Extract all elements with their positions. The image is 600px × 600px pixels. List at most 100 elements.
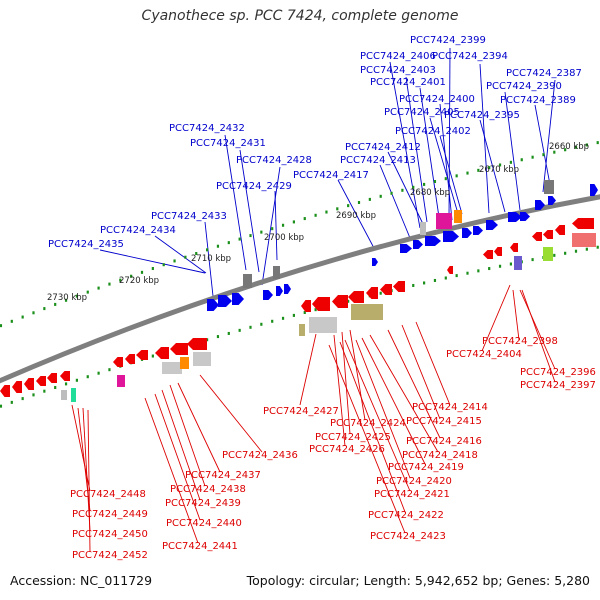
gene-label: PCC7424_2416 [406, 436, 482, 447]
forward-gene-arrow [400, 244, 412, 253]
gene-label: PCC7424_2414 [412, 402, 488, 413]
label-leader-line [504, 91, 521, 211]
reverse-gene-arrow [170, 343, 188, 355]
label-leader-line [169, 384, 206, 487]
label-leader-line [349, 329, 366, 421]
gene-label: PCC7424_2394 [432, 51, 508, 62]
gene-box-purple [514, 256, 522, 270]
gene-label: PCC7424_2434 [100, 225, 176, 236]
tick-mark [390, 191, 393, 195]
gene-label: PCC7424_2441 [162, 541, 238, 552]
tick-mark [75, 294, 78, 298]
kbp-label: 2670 kbp [479, 165, 519, 175]
gene-label: PCC7424_2439 [165, 498, 241, 509]
gene-label: PCC7424_2433 [151, 211, 227, 222]
label-leader-line [387, 329, 441, 439]
label-leader-line [389, 61, 421, 229]
label-lines [71, 47, 556, 553]
gene-box-dark [273, 266, 280, 279]
label-leader-line [415, 321, 451, 406]
label-leader-line [87, 409, 91, 553]
gene-label: PCC7424_2423 [370, 531, 446, 542]
gene-label: PCC7424_2429 [216, 181, 292, 192]
gene-box-grey [162, 362, 182, 374]
tick-mark [347, 299, 350, 303]
label-leader-line [479, 63, 490, 214]
label-leader-line [534, 104, 552, 191]
tick-mark [314, 308, 317, 312]
tick-mark [216, 335, 220, 339]
gene-label: PCC7424_2448 [70, 489, 146, 500]
forward-gene-arrow [473, 226, 483, 235]
gene-label: PCC7424_2440 [166, 518, 242, 529]
tick-mark [292, 313, 295, 317]
gene-label: PCC7424_2426 [309, 444, 385, 455]
reverse-gene-arrow [572, 218, 594, 229]
gene-box-teal [71, 388, 76, 402]
tick-mark [227, 241, 230, 245]
kbp-label: 2660 kbp [549, 142, 589, 152]
reverse-gene-arrow [155, 347, 169, 359]
label-leader-line [341, 331, 351, 435]
gene-label: PCC7424_2395 [444, 110, 520, 121]
tick-mark [542, 153, 545, 157]
label-leader-line [521, 289, 556, 383]
gene-label: PCC7424_2399 [410, 35, 486, 46]
gene-label: PCC7424_2403 [360, 65, 436, 76]
label-leader-line [199, 374, 263, 453]
tick-mark [108, 282, 111, 286]
tick-mark [54, 386, 57, 390]
label-leader-line [387, 151, 425, 227]
tick-mark [271, 227, 274, 231]
label-leader-line [429, 117, 460, 218]
reverse-gene-arrow [483, 250, 493, 259]
gene-label: PCC7424_2424 [330, 418, 406, 429]
tick-mark [184, 255, 187, 259]
gene-label: PCC7424_2413 [340, 155, 416, 166]
gene-label: PCC7424_2401 [370, 77, 446, 88]
reverse-gene-arrow [47, 373, 57, 383]
reverse-gene-arrow [0, 385, 10, 397]
tick-mark [347, 204, 350, 208]
tick-mark [0, 404, 3, 408]
tick-mark [173, 259, 176, 263]
tick-mark [0, 324, 3, 328]
tick-mark [97, 371, 100, 375]
forward-gene-arrow [548, 196, 556, 205]
label-leader-line [405, 76, 428, 223]
label-leader-line [224, 134, 247, 271]
gene-box-grey [309, 317, 337, 333]
forward-gene-arrow [425, 236, 441, 246]
reverse-gene-arrow [332, 295, 348, 308]
gene-label: PCC7424_2402 [395, 126, 471, 137]
forward-gene-arrow [443, 231, 459, 242]
reverse-gene-arrow [24, 378, 34, 390]
gene-label: PCC7424_2452 [72, 550, 148, 561]
kbp-label: 2700 kbp [264, 233, 304, 243]
genome-summary: Topology: circular; Length: 5,942,652 bp… [246, 573, 590, 588]
tick-mark [488, 166, 491, 170]
tick-mark [596, 245, 599, 249]
tick-mark [336, 207, 339, 211]
label-leader-line [337, 179, 376, 251]
label-leader-line [519, 289, 556, 370]
tick-mark [260, 230, 263, 234]
tick-mark [303, 311, 306, 315]
tick-mark [412, 185, 415, 189]
reverse-gene-arrow [301, 300, 311, 312]
tick-mark [509, 160, 512, 164]
tick-mark [281, 316, 285, 320]
reverse-gene-arrow [494, 247, 502, 256]
tick-mark [455, 174, 458, 178]
reverse-gene-arrow [187, 338, 207, 350]
accession: Accession: NC_011729 [10, 573, 153, 588]
gene-label: PCC7424_2427 [263, 406, 339, 417]
tick-mark [423, 281, 426, 285]
tick-mark [64, 298, 68, 302]
label-leader-line [177, 382, 221, 473]
tick-mark [140, 270, 144, 274]
reverse-gene-arrow [348, 291, 364, 303]
kbp-label: 2690 kbp [336, 211, 376, 221]
tick-mark [553, 253, 556, 257]
